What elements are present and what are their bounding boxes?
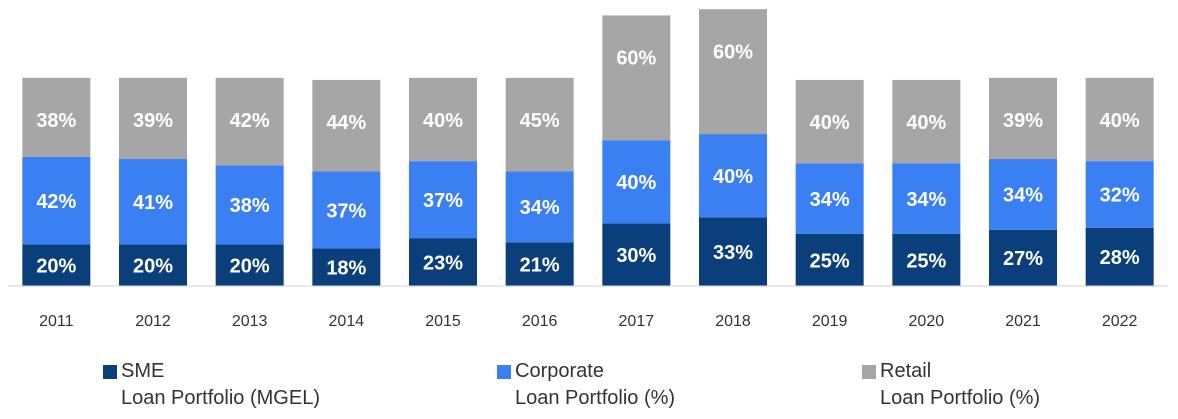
value-label: 45% (520, 110, 560, 132)
value-label: 40% (1100, 110, 1140, 132)
chart: 20% 42% 38% 2011 20% 41% 39% 2012 20% 38% 42% 2013 1… (8, 9, 1168, 330)
value-label: 37% (423, 190, 463, 212)
bar-segment (409, 77, 477, 162)
value-label: 42% (230, 110, 270, 132)
value-label: 18% (326, 258, 366, 280)
bar-segment (699, 134, 767, 218)
value-label: 21% (520, 254, 560, 276)
bar-segment (505, 77, 574, 172)
bar-segment (989, 77, 1057, 160)
value-label: 60% (616, 48, 656, 70)
bar-segment (795, 163, 864, 234)
x-tick-label: 2019 (812, 313, 848, 330)
value-label: 34% (906, 189, 946, 211)
bar-segment (989, 159, 1057, 230)
value-label: 42% (36, 191, 76, 213)
bar-segment (1085, 227, 1154, 286)
value-label: 25% (906, 250, 946, 272)
value-label: 37% (326, 200, 366, 222)
legend-entry: Corporate Loan Portfolio (%) (497, 358, 675, 412)
value-label: 28% (1100, 247, 1140, 269)
bar-segment (699, 217, 767, 286)
x-tick-label: 2013 (232, 313, 268, 330)
value-label: 38% (36, 110, 76, 132)
value-label: 32% (1100, 185, 1140, 207)
value-label: 41% (133, 192, 173, 214)
bar-segment (215, 244, 284, 286)
legend-swatch (862, 365, 876, 379)
bar-segment (312, 248, 381, 286)
value-label: 33% (713, 242, 753, 264)
bar-segment (409, 161, 477, 239)
bar-segment (795, 79, 864, 164)
legend-swatch (497, 365, 511, 379)
bar-segment (1085, 161, 1154, 228)
legend-swatch (103, 365, 117, 379)
bar-segment (892, 163, 961, 234)
bar-segment (699, 9, 767, 135)
bar-segment (409, 238, 477, 286)
bar-segment (505, 171, 574, 243)
value-label: 40% (423, 110, 463, 132)
x-tick-label: 2017 (619, 313, 655, 330)
value-label: 40% (810, 112, 850, 134)
x-tick-label: 2016 (522, 313, 558, 330)
value-label: 27% (1003, 248, 1043, 270)
value-label: 38% (230, 195, 270, 217)
bar-segment (892, 79, 961, 164)
x-tick-label: 2015 (425, 313, 461, 330)
value-label: 30% (616, 245, 656, 267)
bar-segment (989, 229, 1057, 286)
value-label: 60% (713, 41, 753, 63)
bar-segment (602, 223, 671, 286)
legend-entry: Retail Loan Portfolio (%) (862, 358, 1040, 412)
x-tick-label: 2012 (135, 313, 171, 330)
value-label: 34% (810, 189, 850, 211)
value-label: 39% (1003, 110, 1043, 132)
value-label: 23% (423, 252, 463, 274)
value-label: 20% (230, 255, 270, 277)
value-label: 25% (810, 250, 850, 272)
bar-segment (505, 242, 574, 286)
value-label: 40% (713, 166, 753, 188)
bar-segment (22, 244, 91, 286)
bar-segment (312, 171, 381, 249)
bar-segment (602, 140, 671, 224)
bar-segment (22, 156, 91, 245)
x-tick-label: 2020 (909, 313, 945, 330)
bar-segment (215, 77, 284, 166)
x-tick-label: 2018 (715, 313, 751, 330)
legend-entry: SME Loan Portfolio (MGEL) (103, 358, 320, 412)
value-label: 40% (906, 112, 946, 134)
value-label: 20% (133, 255, 173, 277)
x-tick-label: 2014 (329, 313, 365, 330)
bar-segment (119, 159, 187, 245)
value-label: 20% (36, 255, 76, 277)
legend-label: SME Loan Portfolio (MGEL) (121, 360, 320, 409)
legend-label: Retail Loan Portfolio (%) (880, 360, 1041, 409)
bar-segment (892, 233, 961, 286)
value-label: 34% (1003, 185, 1043, 207)
bar-segment (312, 79, 381, 172)
value-label: 44% (326, 112, 366, 134)
bar-segment (119, 77, 187, 160)
x-tick-label: 2021 (1005, 313, 1041, 330)
bar-segment (22, 77, 91, 157)
bar-segment (602, 15, 671, 141)
bar-segment (795, 233, 864, 286)
legend-label: Corporate Loan Portfolio (%) (515, 360, 676, 409)
value-label: 34% (520, 197, 560, 219)
x-tick-label: 2022 (1102, 313, 1138, 330)
x-tick-label: 2011 (39, 313, 74, 330)
bar-segment (119, 244, 187, 286)
value-label: 39% (133, 110, 173, 132)
value-label: 40% (616, 172, 656, 194)
bar-segment (215, 165, 284, 245)
bar-segment (1085, 77, 1154, 162)
